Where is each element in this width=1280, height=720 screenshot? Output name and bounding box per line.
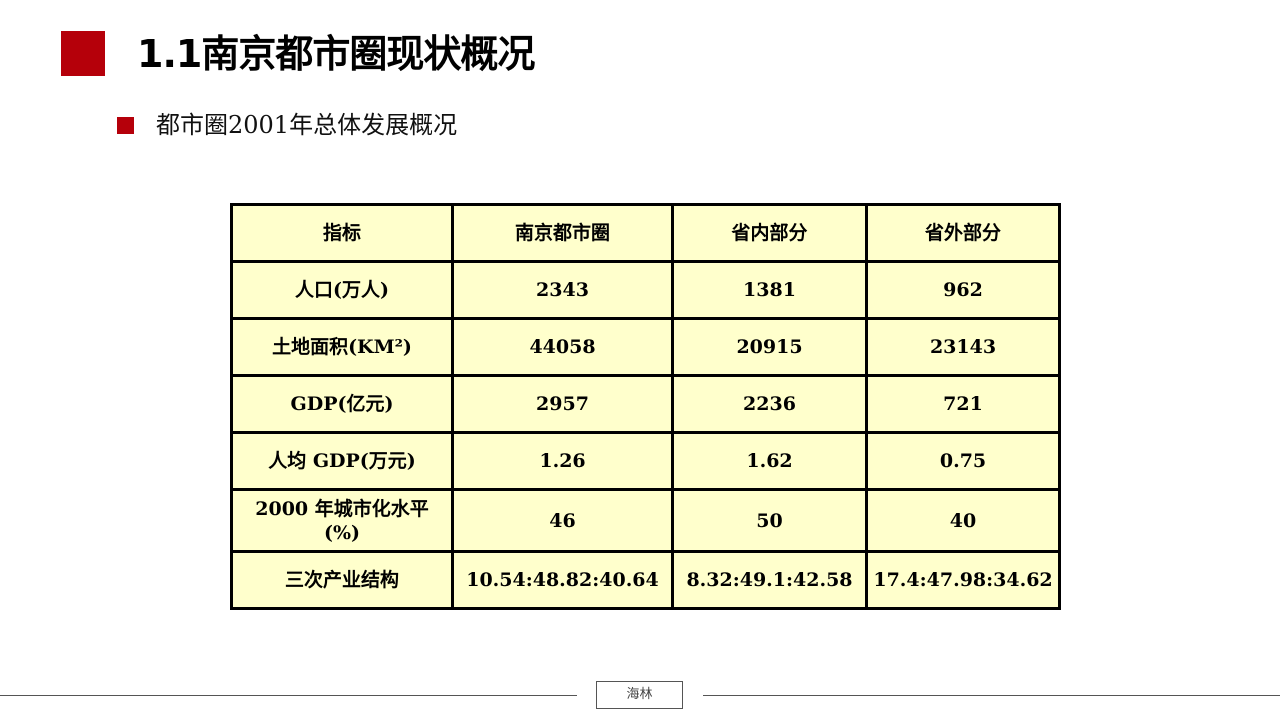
table-row: 2000 年城市化水平(%) 46 50 40 [230,488,1061,553]
table-cell: 17.4:47.98:34.62 [865,550,1061,610]
header-cell: 指标 [230,203,454,263]
table-cell: 50 [671,488,868,553]
table-cell: 23143 [865,317,1061,377]
row-label: 土地面积(KM²) [230,317,454,377]
table-header-row: 指标 南京都市圈 省内部分 省外部分 [230,203,1061,263]
table-cell: 2957 [451,374,674,434]
row-label: 三次产业结构 [230,550,454,610]
table-cell: 40 [865,488,1061,553]
table-cell: 20915 [671,317,868,377]
header-cell: 省外部分 [865,203,1061,263]
page-title: 1.1南京都市圈现状概况 [137,32,535,76]
table-cell: 10.54:48.82:40.64 [451,550,674,610]
table-cell: 2236 [671,374,868,434]
table-cell: 721 [865,374,1061,434]
table-cell: 962 [865,260,1061,320]
bullet-marker [117,117,134,134]
footer-divider-right [703,695,1280,696]
table-cell: 46 [451,488,674,553]
table-row: 人口(万人) 2343 1381 962 [230,260,1061,320]
header-cell: 南京都市圈 [451,203,674,263]
table-row: GDP(亿元) 2957 2236 721 [230,374,1061,434]
table-row: 土地面积(KM²) 44058 20915 23143 [230,317,1061,377]
table-cell: 1.62 [671,431,868,491]
row-label: 人口(万人) [230,260,454,320]
table-row: 三次产业结构 10.54:48.82:40.64 8.32:49.1:42.58… [230,550,1061,610]
footer-label: 海林 [596,681,683,709]
table-cell: 0.75 [865,431,1061,491]
row-label: 2000 年城市化水平(%) [230,488,454,553]
table-cell: 44058 [451,317,674,377]
row-label: GDP(亿元) [230,374,454,434]
table-cell: 1.26 [451,431,674,491]
data-table: 指标 南京都市圈 省内部分 省外部分 人口(万人) 2343 1381 962 … [230,203,1061,610]
row-label: 人均 GDP(万元) [230,431,454,491]
footer-divider-left [0,695,577,696]
title-marker [61,31,105,76]
table-cell: 8.32:49.1:42.58 [671,550,868,610]
header-cell: 省内部分 [671,203,868,263]
table-cell: 1381 [671,260,868,320]
table-cell: 2343 [451,260,674,320]
table-row: 人均 GDP(万元) 1.26 1.62 0.75 [230,431,1061,491]
section-subtitle: 都市圈2001年总体发展概况 [156,111,458,139]
